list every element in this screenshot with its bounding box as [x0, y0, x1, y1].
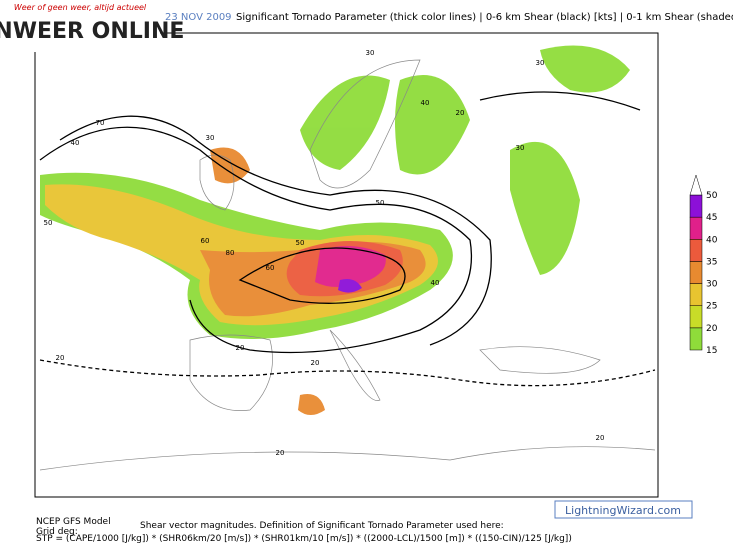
contour-label: 40	[71, 139, 80, 147]
legend-label: 20	[706, 324, 718, 334]
shade-15	[300, 75, 390, 170]
model: NCEP GFS Model	[36, 517, 111, 527]
contour-label: 20	[276, 449, 285, 457]
legend-swatch	[689, 283, 703, 306]
britain	[199, 154, 235, 211]
legend-label: 35	[706, 257, 717, 267]
contour-label: 70	[96, 119, 105, 127]
legend-arrow	[689, 174, 703, 196]
shear-06km-contours	[39, 91, 656, 387]
north-africa	[39, 446, 656, 471]
contour-label: 40	[431, 279, 440, 287]
contour-label: 30	[516, 144, 525, 152]
contour-label: 60	[201, 237, 210, 245]
legend-swatch	[689, 194, 703, 218]
logo-bg	[0, 0, 160, 52]
contour-label: 40	[421, 99, 430, 107]
contour	[39, 359, 656, 387]
contour-label: 50	[376, 199, 385, 207]
shade-15	[540, 45, 630, 93]
date: 23 NOV 2009	[165, 12, 232, 23]
contour-label: 20	[456, 109, 465, 117]
formula: STP = (CAPE/1000 [J/kg]) * (SHR06km/20 […	[36, 534, 572, 544]
shade-30	[298, 394, 325, 415]
grid: Grid deg:	[36, 527, 78, 537]
scandinavia	[309, 59, 421, 189]
legend-label: 30	[706, 280, 718, 290]
legend-label: 15	[706, 346, 717, 356]
contour	[39, 126, 472, 354]
contour	[238, 247, 406, 304]
contour-label: 20	[311, 359, 320, 367]
legend-swatch	[689, 261, 703, 284]
contour-label: 20	[236, 344, 245, 352]
contour-label: 30	[536, 59, 545, 67]
contour-label: 80	[226, 249, 235, 257]
credit-box	[554, 500, 693, 519]
shade-40	[315, 246, 386, 287]
contour-label: 60	[266, 264, 275, 272]
shear-shading	[40, 45, 630, 415]
legend-swatch	[689, 216, 703, 240]
legend-label: 45	[706, 213, 717, 223]
title: Significant Tornado Parameter (thick col…	[236, 12, 733, 23]
iberia	[189, 334, 273, 411]
shade-45	[338, 279, 362, 293]
credit: LightningWizard.com	[565, 504, 681, 517]
black-sea	[479, 346, 601, 374]
contour-label: 50	[44, 219, 53, 227]
legend-swatch	[689, 305, 703, 329]
logo: ONWEER ONLINE	[0, 19, 184, 44]
contour-label: 30	[206, 134, 215, 142]
legend-swatch	[689, 327, 703, 351]
color-legend: 15 20 25 30 35 40 45 50	[689, 174, 718, 356]
definition: Shear vector magnitudes. Definition of S…	[140, 521, 504, 531]
logo-tagline: Weer of geen weer, altijd actueel	[14, 3, 147, 12]
contour-labels: 20 30 40 50 60 70 80 20 30 40 50 20 30 40 50 60 20 20 30 20	[44, 49, 605, 457]
contour-label: 20	[596, 434, 605, 442]
legend-swatch	[689, 239, 703, 262]
contour-label: 20	[56, 354, 65, 362]
contour-label: 30	[366, 49, 375, 57]
legend-label: 50	[706, 191, 718, 201]
shade-15	[395, 75, 470, 175]
shade-15	[510, 141, 580, 275]
contour-label: 50	[296, 239, 305, 247]
legend-label: 40	[706, 235, 718, 245]
legend-label: 25	[706, 302, 717, 312]
contour	[479, 91, 641, 111]
contour	[59, 115, 492, 346]
